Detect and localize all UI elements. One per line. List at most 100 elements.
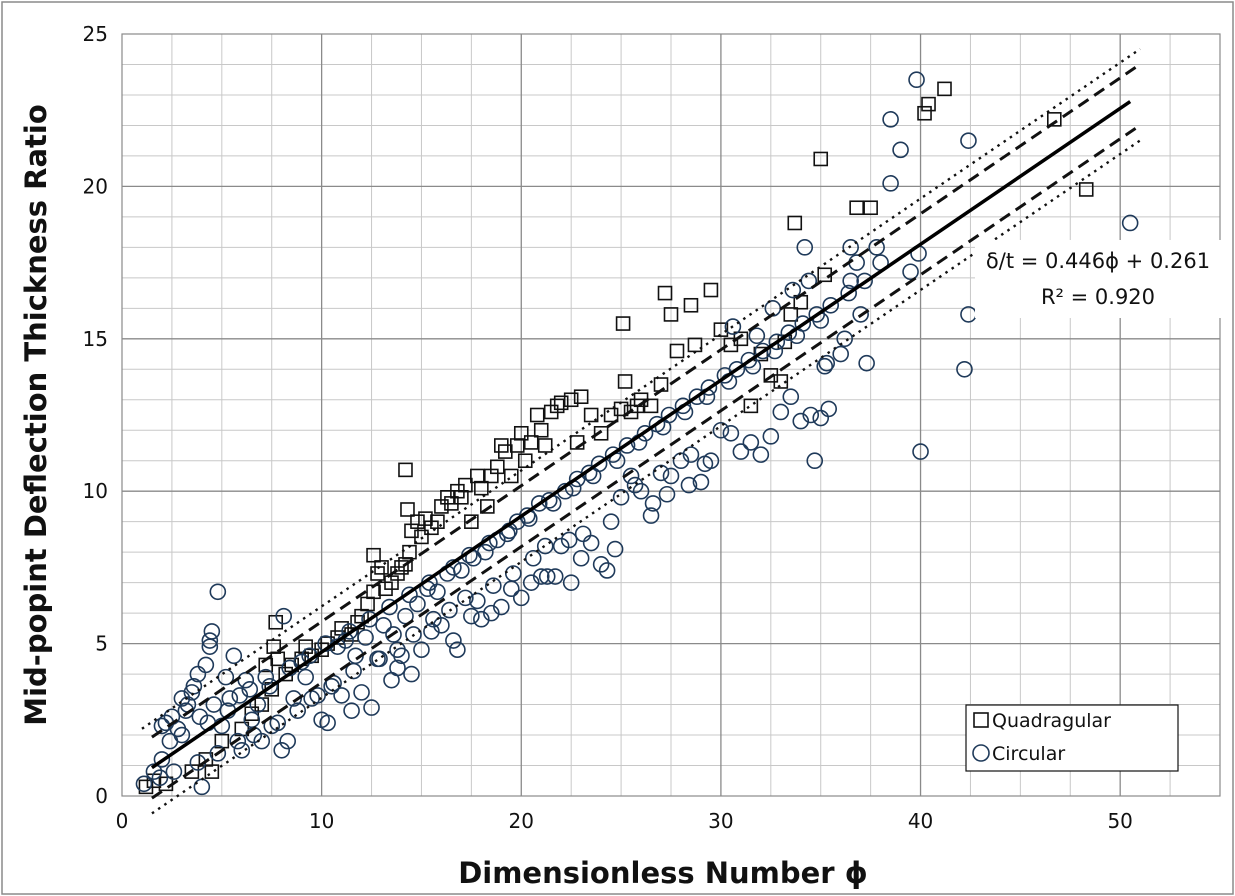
data-point-circular bbox=[297, 668, 314, 686]
y-tick-label: 15 bbox=[83, 327, 108, 351]
data-point-quadragular bbox=[563, 392, 579, 408]
data-point-quadragular bbox=[713, 322, 729, 337]
data-point-circular bbox=[343, 702, 360, 719]
data-point-circular bbox=[241, 681, 259, 698]
data-point-circular bbox=[483, 604, 500, 622]
data-point-circular bbox=[644, 495, 662, 512]
data-point-quadragular bbox=[1078, 182, 1094, 197]
equation-label: δ/t = 0.446ϕ + 0.261 bbox=[986, 249, 1210, 273]
data-point-quadragular bbox=[1047, 112, 1062, 127]
data-point-circular bbox=[820, 400, 838, 418]
data-point-quadragular bbox=[184, 764, 200, 779]
data-point-circular bbox=[832, 345, 849, 363]
data-point-quadragular bbox=[366, 547, 381, 563]
data-point-circular bbox=[598, 562, 616, 579]
data-point-quadragular bbox=[921, 96, 936, 112]
data-point-circular bbox=[802, 406, 820, 424]
data-point-quadragular bbox=[517, 453, 533, 469]
data-point-circular bbox=[201, 632, 219, 649]
data-point-quadragular bbox=[549, 398, 565, 414]
data-point-circular bbox=[173, 690, 191, 707]
data-point-quadragular bbox=[849, 200, 864, 216]
data-point-circular bbox=[816, 357, 834, 375]
data-point-circular bbox=[381, 598, 398, 616]
data-point-quadragular bbox=[937, 81, 952, 97]
data-point-circular bbox=[658, 485, 676, 503]
data-point-circular bbox=[530, 495, 548, 512]
data-point-circular bbox=[389, 659, 406, 677]
data-point-quadragular bbox=[773, 374, 789, 389]
data-point-circular bbox=[151, 769, 169, 787]
data-point-quadragular bbox=[394, 560, 409, 575]
data-point-circular bbox=[463, 607, 480, 625]
data-point-quadragular bbox=[454, 489, 469, 505]
data-point-quadragular bbox=[474, 480, 489, 496]
data-point-quadragular bbox=[813, 151, 829, 167]
r2-label: R² = 0.920 bbox=[1041, 285, 1155, 309]
data-point-circular bbox=[269, 714, 287, 732]
data-point-circular bbox=[840, 284, 857, 302]
data-point-circular bbox=[401, 586, 418, 604]
data-point-circular bbox=[752, 446, 770, 463]
data-point-circular bbox=[233, 741, 251, 759]
data-point-circular bbox=[363, 699, 380, 716]
equation-background bbox=[975, 240, 1223, 318]
data-point-circular bbox=[201, 638, 219, 655]
data-point-circular bbox=[742, 434, 760, 451]
legend: Quadragular Circular bbox=[965, 704, 1179, 772]
trendline-solid bbox=[150, 100, 1132, 770]
data-point-circular bbox=[712, 421, 730, 439]
data-point-circular bbox=[135, 775, 153, 793]
data-point-circular bbox=[345, 662, 362, 680]
data-point-quadragular bbox=[615, 316, 631, 331]
data-point-circular bbox=[618, 437, 636, 454]
data-point-circular bbox=[818, 354, 836, 372]
series-circular bbox=[135, 71, 1139, 796]
data-point-quadragular bbox=[657, 285, 673, 301]
data-point-circular bbox=[908, 71, 925, 89]
y-axis-ticks: 0 5 10 15 20 25 bbox=[83, 22, 108, 808]
data-point-quadragular bbox=[529, 407, 545, 423]
legend-square-marker bbox=[973, 712, 989, 728]
x-tick-label: 20 bbox=[509, 809, 534, 833]
data-point-quadragular bbox=[743, 398, 759, 414]
data-point-circular bbox=[453, 562, 470, 579]
data-point-circular bbox=[309, 687, 326, 704]
data-point-circular bbox=[836, 330, 853, 348]
x-tick-label: 40 bbox=[908, 809, 933, 833]
data-point-circular bbox=[608, 452, 626, 470]
data-point-circular bbox=[762, 428, 780, 445]
data-point-circular bbox=[680, 476, 698, 494]
legend-box bbox=[965, 704, 1179, 772]
data-point-circular bbox=[692, 473, 710, 491]
data-point-circular bbox=[361, 610, 378, 628]
data-point-circular bbox=[285, 690, 302, 707]
minor-gridlines bbox=[122, 34, 1221, 796]
data-point-quadragular bbox=[513, 425, 529, 441]
y-axis-title: Mid-popint Deflection Thickness Ratio bbox=[19, 104, 53, 726]
data-point-quadragular bbox=[783, 307, 799, 322]
data-point-circular bbox=[592, 556, 610, 573]
data-point-quadragular bbox=[490, 459, 505, 475]
data-point-circular bbox=[275, 607, 293, 625]
data-point-circular bbox=[842, 239, 859, 256]
data-point-circular bbox=[796, 239, 814, 256]
data-point-quadragular bbox=[480, 499, 495, 514]
data-point-circular bbox=[225, 647, 243, 665]
data-point-circular bbox=[606, 540, 624, 558]
x-tick-label: 30 bbox=[708, 809, 733, 833]
data-point-circular bbox=[632, 482, 650, 500]
data-point-circular bbox=[858, 354, 875, 372]
data-point-circular bbox=[574, 525, 592, 543]
data-point-circular bbox=[768, 333, 786, 351]
data-point-circular bbox=[449, 641, 466, 658]
data-point-circular bbox=[626, 476, 644, 494]
data-point-circular bbox=[205, 696, 223, 713]
x-tick-label: 50 bbox=[1107, 809, 1132, 833]
data-point-circular bbox=[842, 272, 859, 290]
data-point-quadragular bbox=[593, 425, 609, 441]
data-point-circular bbox=[700, 379, 718, 396]
data-point-circular bbox=[560, 531, 578, 549]
data-point-circular bbox=[806, 452, 824, 470]
data-point-circular bbox=[369, 650, 386, 668]
